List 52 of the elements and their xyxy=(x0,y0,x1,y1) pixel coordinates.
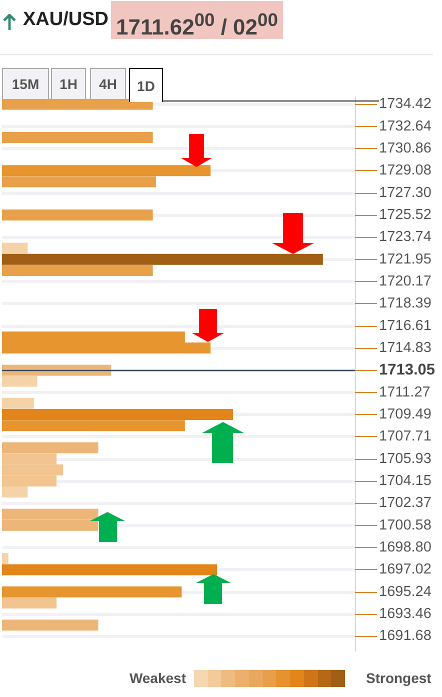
bar xyxy=(2,420,185,432)
y-tick-label: 1734.42 xyxy=(379,96,432,112)
y-tick-label: 1723.74 xyxy=(379,229,432,246)
text: 15M xyxy=(2,68,49,100)
chart-subtitle: 1711.62$^{00}$ / 02$^{00}$ xyxy=(111,1,283,40)
bar xyxy=(2,242,28,254)
y-tick-label: 1732.64 xyxy=(379,118,432,134)
y-tick-label: 1727.30 xyxy=(379,184,432,201)
chart-title: XAU/USD xyxy=(23,9,109,31)
y-tick-label: 1700.58 xyxy=(379,517,432,534)
y-tick-label: 1704.15 xyxy=(379,472,432,489)
bar xyxy=(2,597,57,608)
y-tick-label: 1693.46 xyxy=(379,606,432,622)
y-tick-label: 1707.71 xyxy=(379,428,432,445)
y-tick-label: 1718.39 xyxy=(379,296,432,312)
y-tick-label: 1697.02 xyxy=(379,562,432,578)
y-tick-label: 1695.24 xyxy=(379,584,432,600)
y-tick-label: 1714.83 xyxy=(379,340,432,356)
y-tick-label: 1702.37 xyxy=(379,495,432,512)
bar xyxy=(2,486,28,498)
y-tick-label: 1711.27 xyxy=(379,384,430,400)
bar xyxy=(2,398,34,409)
text: 1D xyxy=(129,68,163,102)
text: 4H xyxy=(90,68,126,100)
y-tick-label: 1698.80 xyxy=(379,540,432,556)
y-tick-label: 1721.95 xyxy=(379,251,432,268)
text: 1H xyxy=(51,68,86,100)
y-tick-label: 1730.86 xyxy=(379,140,432,157)
y-tick-label: 1691.68 xyxy=(379,628,432,644)
bar xyxy=(2,620,98,631)
text: Strongest xyxy=(366,670,432,686)
bar xyxy=(2,176,156,188)
bar xyxy=(2,564,218,576)
y-tick-label: 1720.17 xyxy=(379,274,432,290)
bar xyxy=(2,409,234,420)
y-tick-label: 1705.93 xyxy=(379,450,432,467)
bar xyxy=(2,586,182,598)
bar xyxy=(2,165,211,176)
text: Weakest xyxy=(128,670,186,686)
y-tick-label: 1716.61 xyxy=(379,318,432,334)
y-tick-label: 1713.05 xyxy=(379,362,436,379)
bar xyxy=(2,254,323,265)
bar xyxy=(2,376,38,387)
y-tick-label: 1709.49 xyxy=(379,406,432,423)
bar xyxy=(2,553,8,564)
bar xyxy=(2,265,153,276)
bar xyxy=(2,209,153,220)
y-tick-label: 1729.08 xyxy=(379,162,432,179)
bar xyxy=(2,132,153,143)
bar xyxy=(2,442,98,454)
bar xyxy=(2,364,112,376)
y-tick-label: 1725.52 xyxy=(379,206,432,223)
